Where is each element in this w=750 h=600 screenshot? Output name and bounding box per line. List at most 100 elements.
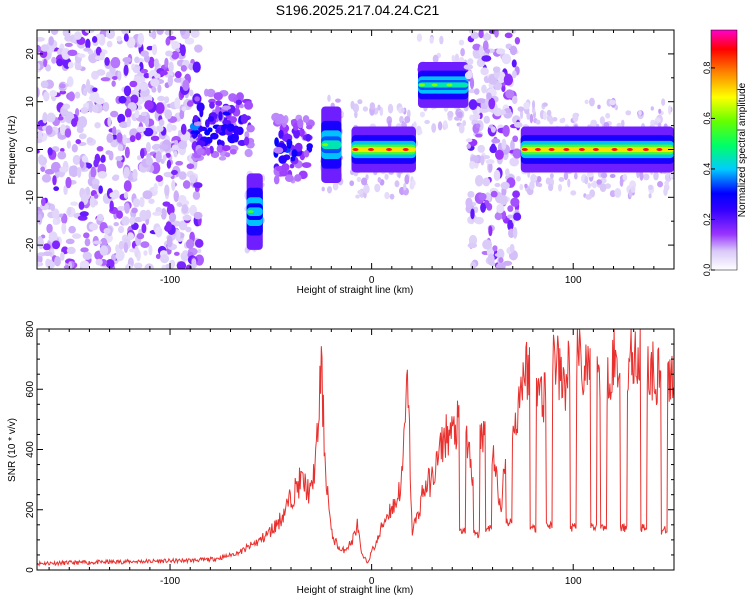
spectrogram-cell	[46, 112, 56, 123]
spectrogram-cell	[192, 61, 201, 73]
spectrogram-cell	[512, 227, 518, 239]
spectrogram-cell	[470, 261, 477, 269]
spectrogram-cell	[67, 49, 78, 57]
spectrogram-cell	[485, 159, 495, 165]
spectrogram-cell	[174, 97, 181, 110]
spectrogram-cell	[134, 109, 140, 119]
spectrogram-cell	[180, 123, 187, 135]
spectrogram-cell	[156, 30, 164, 36]
spectrogram-cell	[639, 170, 644, 181]
spectrogram-cell	[50, 161, 61, 173]
spectrogram-cell	[126, 117, 131, 128]
spectrogram-cell	[503, 74, 514, 86]
spectrogram-cell	[519, 109, 524, 120]
spectrogram-cell	[206, 88, 216, 98]
spectrogram-cell	[509, 45, 518, 56]
spectrogram-cell	[57, 151, 67, 160]
spectrogram-cell	[572, 112, 579, 123]
spectrogram-cell	[650, 106, 654, 111]
spectrogram-cell	[168, 61, 174, 73]
spectrogram-cell	[192, 115, 199, 123]
spectrogram-cell	[75, 139, 82, 145]
spectrogram-feature-3	[271, 112, 315, 185]
y-tick-label: 600	[25, 380, 36, 397]
spectrogram-cell	[171, 50, 180, 60]
spectrogram-cell	[105, 30, 116, 40]
spectrogram-cell	[291, 149, 298, 158]
spectrogram-cell	[193, 121, 202, 127]
spectrogram-cell	[42, 112, 48, 124]
spectrogram-cell	[43, 58, 48, 68]
spectrogram-peak	[626, 148, 633, 151]
spectrogram-peak	[611, 148, 618, 151]
spectrogram-cell	[173, 190, 179, 202]
spectrogram-cell	[66, 246, 76, 255]
spectrogram-peak	[402, 148, 409, 151]
spectrogram-cell	[222, 111, 231, 116]
spectrogram-cell	[585, 194, 593, 200]
y-tick-label: 0	[25, 146, 36, 152]
spectrogram-cell	[466, 143, 471, 149]
spectrogram-cell	[123, 166, 130, 178]
spectrogram-cell	[184, 37, 195, 45]
spectrogram-cell	[124, 146, 130, 159]
spectrogram-cell	[109, 200, 114, 212]
spectrogram-cell	[164, 57, 169, 68]
spectrogram-cell	[416, 33, 423, 43]
spectrogram-cell	[470, 208, 475, 220]
spectrogram-cell	[81, 155, 88, 163]
spectrogram-cell	[657, 181, 664, 188]
spectrogram-cell	[493, 169, 501, 181]
spectrogram-cell	[122, 134, 127, 146]
spectrogram-cell	[54, 256, 61, 267]
spectrogram-cell	[596, 179, 603, 185]
spectrogram-cell	[67, 91, 75, 102]
spectrogram-feature-5	[349, 99, 419, 200]
spectrogram-cell	[464, 71, 473, 80]
spectrogram-cell	[529, 180, 535, 191]
spectrogram-cell	[106, 133, 114, 144]
colorbar	[710, 29, 738, 271]
spectrogram-cell	[151, 30, 157, 40]
spectrogram-cell	[37, 36, 45, 42]
spectrogram-cell	[112, 76, 118, 81]
spectrogram-cell	[72, 154, 81, 166]
spectrogram-cell	[215, 100, 223, 107]
spectrogram-cell	[661, 98, 666, 106]
spectrogram-cell	[182, 79, 190, 92]
spectrogram-cell	[387, 120, 392, 129]
spectrogram-cell	[616, 122, 622, 127]
spectrogram-cell	[75, 108, 80, 117]
spectrogram-cell	[173, 77, 184, 83]
spectrogram-cell	[507, 205, 514, 212]
spectrogram-cell	[80, 107, 89, 114]
spectrogram-cell	[115, 156, 123, 162]
spectrogram-cell	[294, 174, 302, 182]
spectrogram-cell	[146, 45, 154, 51]
spectrogram-cell	[500, 210, 507, 220]
spectrogram-cell	[638, 110, 642, 116]
spectrogram-cell	[43, 91, 50, 102]
spectrogram-cell	[599, 183, 607, 193]
spectrogram-cell	[327, 186, 332, 194]
spectrogram-cell	[404, 174, 410, 185]
spectrogram-cell	[475, 133, 483, 138]
snr-axes: -100 0 100 0 200 400 600 800	[25, 320, 675, 587]
spectrogram-cell	[218, 156, 227, 161]
spectrogram-cell	[512, 148, 522, 159]
spectrogram-cell	[135, 132, 142, 141]
spectrogram-cell	[143, 72, 150, 79]
spectrogram-cell	[145, 141, 151, 153]
spectrogram-cell	[474, 216, 484, 225]
spectrogram-cell	[498, 257, 504, 264]
spectrogram-cell	[48, 36, 54, 46]
spectrogram-cell	[293, 122, 299, 131]
spectrogram-cell	[517, 106, 525, 112]
y-tick-label: 800	[25, 320, 36, 337]
spectrogram-cell	[281, 163, 290, 172]
spectrogram-cell	[42, 243, 51, 251]
spectrogram-cell	[507, 219, 514, 231]
spectrogram-peak	[431, 83, 438, 87]
spectrogram-band	[246, 207, 263, 216]
spectrogram-cell	[181, 251, 187, 257]
